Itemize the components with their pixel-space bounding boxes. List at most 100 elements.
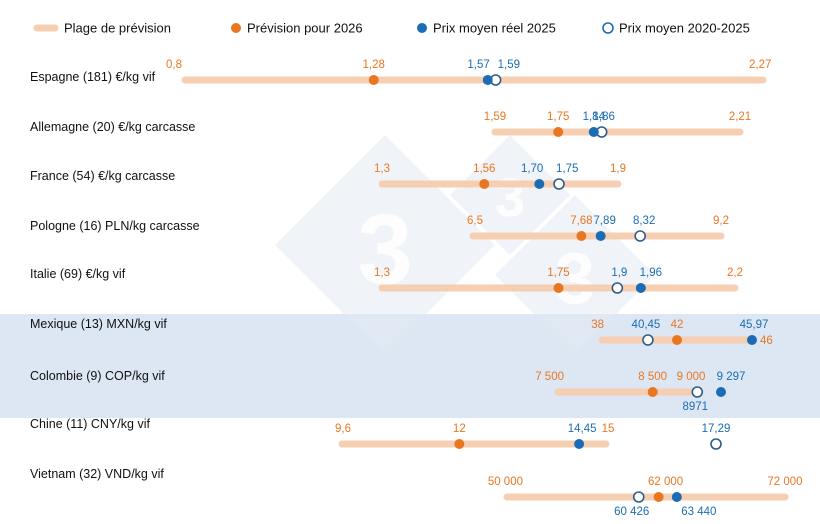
watermark-diamond [450, 135, 570, 255]
forecast-value-label: 7,68 [570, 215, 592, 227]
actual-point [595, 231, 606, 241]
max-value-label: 2,27 [749, 59, 771, 71]
actual-value-label: 1,96 [640, 267, 662, 279]
forecast-value-label: 1,75 [547, 111, 569, 123]
average-value-label: 60 426 [614, 506, 649, 518]
legend-label: Prix moyen réel 2025 [433, 21, 556, 36]
chart-row: Mexique (13) MXN/kg vif 38 42 45,97 40,45 46 [30, 317, 773, 347]
row-label: Espagne (181) €/kg vif [30, 70, 156, 84]
chart-row: Italie (69) €/kg vif 1,3 1,75 1,96 1,9 2,2 [30, 267, 743, 294]
chart-row: Pologne (16) PLN/kg carcasse 6,5 7,68 7,89 8… [30, 215, 729, 242]
actual-point [747, 335, 757, 345]
min-value-label: 9,6 [335, 423, 351, 435]
legend-item-actual: Prix moyen réel 2025 [417, 21, 556, 36]
forecast-value-label: 12 [453, 423, 466, 435]
average-point [611, 282, 624, 294]
average-value-label: 8,32 [633, 215, 655, 227]
forecast-point [653, 492, 664, 502]
row-label: Mexique (13) MXN/kg vif [30, 317, 167, 331]
min-value-label: 1,3 [374, 163, 390, 175]
actual-point [482, 75, 493, 85]
average-value-label: 1,75 [556, 163, 578, 175]
max-value-label: 9 000 [677, 371, 706, 383]
row-label: Colombie (9) COP/kg vif [30, 369, 165, 383]
actual-point [588, 127, 599, 137]
highlight-band [0, 314, 820, 418]
forecast-point [553, 127, 564, 137]
average-point [632, 491, 645, 503]
forecast-point [576, 231, 587, 241]
max-value-label: 72 000 [767, 476, 802, 488]
average-value-label: 1,9 [611, 267, 627, 279]
forecast-value-label: 42 [671, 319, 684, 331]
forecast-point [647, 387, 658, 397]
actual-point [635, 283, 646, 293]
actual-point [716, 387, 726, 397]
forecast-value-label: 1,56 [473, 163, 495, 175]
min-value-label: 6,5 [467, 215, 483, 227]
row-label: Allemagne (20) €/kg carcasse [30, 120, 195, 134]
chart-rows: Espagne (181) €/kg vif 0,8 1,28 1,57 1,59 2,2… [30, 59, 803, 518]
legend-item-forecast: Prévision pour 2026 [231, 21, 363, 36]
actual-value-label: 1,70 [521, 163, 543, 175]
average-point [634, 230, 646, 242]
chart-row: Colombie (9) COP/kg vif 7 500 8 500 9 297 89… [30, 369, 745, 413]
forecast-point [454, 439, 465, 449]
max-value-label: 46 [760, 335, 773, 347]
actual-value-label: 14,45 [568, 423, 597, 435]
legend: Plage de prévision Prévision pour 2026 Pri… [33, 21, 750, 36]
row-label: Vietnam (32) VND/kg vif [30, 467, 164, 481]
actual-point [574, 439, 585, 449]
actual-value-label: 1,57 [467, 59, 489, 71]
average-point [642, 334, 654, 346]
min-value-label: 1,59 [484, 111, 506, 123]
average-point [553, 178, 565, 190]
row-label: France (54) €/kg carcasse [30, 169, 175, 183]
forecast-point [368, 75, 379, 85]
legend-item-range: Plage de prévision [33, 21, 171, 36]
max-value-label: 2,21 [729, 111, 751, 123]
average-value-label: 1,59 [498, 59, 520, 71]
average-value-label: 8971 [682, 401, 708, 413]
forecast-value-label: 1,75 [547, 267, 569, 279]
min-value-label: 50 000 [488, 476, 523, 488]
min-value-label: 7 500 [535, 371, 564, 383]
forecast-point [479, 179, 490, 189]
forecast-value-label: 8 500 [638, 371, 667, 383]
row-label: Chine (11) CNY/kg vif [30, 417, 150, 431]
row-label: Pologne (16) PLN/kg carcasse [30, 219, 200, 233]
watermark-diamond [275, 135, 495, 355]
legend-swatch-average [602, 22, 614, 34]
forecast-value-label: 1,28 [363, 59, 385, 71]
chart-row: Allemagne (20) €/kg carcasse 1,59 1,75 1,84… [30, 111, 751, 138]
highlight-bands [0, 314, 820, 418]
actual-value-label: 9 297 [717, 371, 746, 383]
actual-value-label: 7,89 [593, 215, 615, 227]
max-value-label: 2,2 [727, 267, 743, 279]
max-value-label: 9,2 [713, 215, 729, 227]
actual-value-label: 1,84 [583, 111, 606, 123]
min-value-label: 0,8 [166, 59, 182, 71]
legend-label: Prix moyen 2020-2025 [619, 21, 750, 36]
average-value-label: 1,86 [592, 111, 614, 123]
forecast-value-label: 62 000 [648, 476, 683, 488]
forecast-point [553, 283, 564, 293]
chart-row: Chine (11) CNY/kg vif 9,6 12 14,45 17,29 15 [30, 417, 730, 450]
actual-value-label: 63 440 [681, 506, 716, 518]
legend-label: Prévision pour 2026 [247, 21, 363, 36]
min-value-label: 1,3 [374, 267, 390, 279]
legend-swatch-forecast [231, 23, 241, 33]
watermark-numeral: 3 [555, 239, 595, 319]
average-value-label: 40,45 [632, 319, 661, 331]
max-value-label: 1,9 [610, 163, 626, 175]
watermark-numeral: 3 [495, 168, 525, 228]
min-value-label: 38 [591, 319, 604, 331]
average-point [710, 438, 722, 450]
chart-row: Vietnam (32) VND/kg vif 50 000 62 000 63 44… [30, 467, 803, 518]
max-value-label: 15 [602, 423, 615, 435]
forecast-point [672, 335, 682, 345]
chart-row: France (54) €/kg carcasse 1,3 1,56 1,70 1,75… [30, 163, 626, 190]
legend-swatch-actual [417, 23, 427, 33]
row-label: Italie (69) €/kg vif [30, 267, 126, 281]
